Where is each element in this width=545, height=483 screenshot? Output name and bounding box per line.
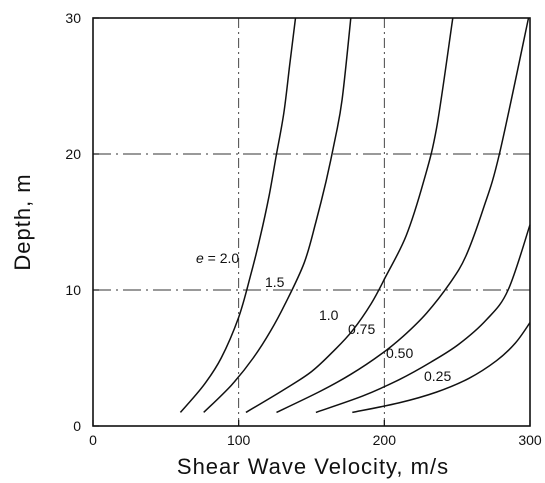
x-tick-label: 300: [518, 432, 542, 448]
curve-3: [245, 17, 454, 414]
gridlines: [93, 18, 530, 426]
curve-1: [179, 17, 297, 413]
curve-label-5: 0.50: [386, 345, 413, 361]
y-tick-label: 20: [65, 146, 81, 162]
x-tick-label: 100: [227, 432, 251, 448]
x-axis-label: Shear Wave Velocity, m/s: [177, 454, 449, 479]
curve-labels: e = 2.0 1.5 1.0 0.75 0.50 0.25: [196, 250, 451, 384]
y-tick-label: 10: [65, 282, 81, 298]
curve-6: [352, 322, 531, 414]
curve-2: [203, 17, 352, 413]
curve-label-6: 0.25: [424, 368, 451, 384]
curve-4: [276, 17, 530, 414]
ticks: 0 100 200 300 0 10 20 30: [65, 10, 541, 448]
x-tick-label: 200: [373, 432, 397, 448]
curve-label-4: 0.75: [348, 321, 375, 337]
y-axis-label: Depth, m: [10, 173, 35, 270]
curves: [179, 17, 531, 414]
curve-label-3: 1.0: [319, 307, 339, 323]
plot-frame: [92, 17, 531, 427]
x-tick-label: 0: [89, 432, 97, 448]
y-tick-label: 30: [65, 10, 81, 26]
curve-label-2: 1.5: [265, 274, 285, 290]
curve-label-1: e = 2.0: [196, 250, 239, 266]
curve-5: [315, 224, 531, 414]
y-tick-label: 0: [73, 418, 81, 434]
